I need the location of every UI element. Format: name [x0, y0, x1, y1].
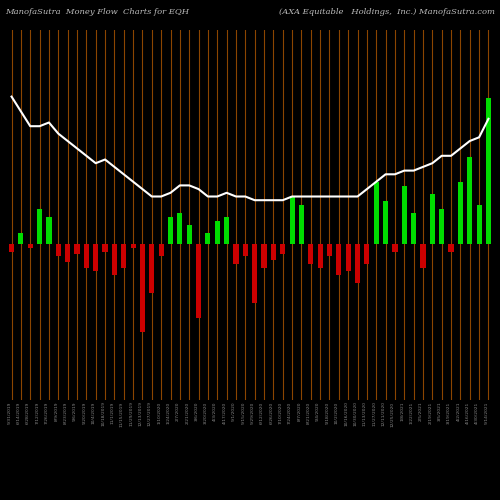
Bar [346, 244, 351, 272]
Bar [252, 244, 257, 302]
Bar [290, 196, 294, 244]
Bar [74, 244, 80, 254]
Bar [18, 232, 24, 244]
Bar [374, 182, 379, 244]
Bar [65, 244, 70, 262]
Bar [178, 213, 182, 244]
Bar [130, 244, 136, 248]
Bar [168, 217, 173, 244]
Bar [327, 244, 332, 256]
Bar [214, 221, 220, 244]
Bar [140, 244, 145, 332]
Bar [196, 244, 201, 318]
Bar [112, 244, 117, 276]
Bar [420, 244, 426, 268]
Text: ManofaSutra  Money Flow  Charts for EQH: ManofaSutra Money Flow Charts for EQH [5, 8, 189, 16]
Bar [448, 244, 454, 252]
Bar [430, 194, 435, 244]
Bar [56, 244, 61, 256]
Bar [234, 244, 238, 264]
Bar [318, 244, 322, 268]
Bar [206, 232, 210, 244]
Bar [9, 244, 14, 252]
Bar [271, 244, 276, 260]
Bar [102, 244, 108, 252]
Bar [411, 213, 416, 244]
Bar [299, 206, 304, 244]
Bar [439, 209, 444, 244]
Bar [402, 186, 407, 244]
Bar [262, 244, 266, 268]
Bar [186, 224, 192, 244]
Bar [121, 244, 126, 268]
Bar [84, 244, 89, 268]
Bar [392, 244, 398, 252]
Bar [149, 244, 154, 293]
Bar [280, 244, 285, 254]
Bar [224, 217, 229, 244]
Bar [37, 209, 42, 244]
Bar [355, 244, 360, 283]
Bar [46, 217, 52, 244]
Bar [336, 244, 342, 276]
Bar [93, 244, 98, 272]
Bar [28, 244, 33, 248]
Bar [467, 156, 472, 244]
Bar [308, 244, 314, 264]
Bar [364, 244, 370, 264]
Bar [383, 202, 388, 244]
Bar [158, 244, 164, 256]
Bar [476, 206, 482, 244]
Bar [458, 182, 463, 244]
Text: (AXA Equitable   Holdings,  Inc.) ManofaSutra.com: (AXA Equitable Holdings, Inc.) ManofaSut… [279, 8, 495, 16]
Bar [486, 98, 491, 244]
Bar [243, 244, 248, 256]
